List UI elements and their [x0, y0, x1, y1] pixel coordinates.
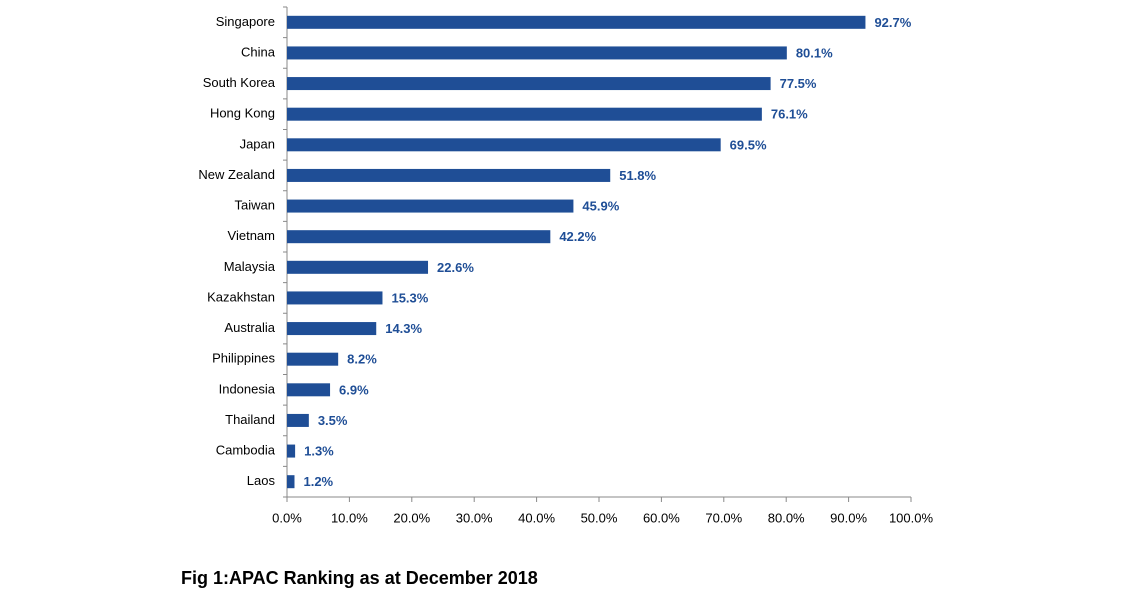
value-label: 22.6%: [437, 260, 474, 275]
caption: Fig 1:APAC Ranking as at December 2018: [181, 568, 538, 588]
value-label: 80.1%: [796, 45, 833, 60]
y-tick-label: Kazakhstan: [207, 289, 275, 304]
x-tick-label: 70.0%: [705, 510, 742, 525]
bar: [287, 107, 762, 121]
bar: [287, 352, 339, 366]
y-tick-label: Hong Kong: [210, 106, 275, 121]
bar: [287, 46, 787, 60]
value-label: 1.3%: [304, 444, 334, 459]
y-tick-label: Thailand: [225, 412, 275, 427]
value-label: 77.5%: [780, 76, 817, 91]
y-tick-label: Vietnam: [228, 228, 275, 243]
bar: [287, 444, 296, 458]
value-label: 3.5%: [318, 413, 348, 428]
value-label: 8.2%: [347, 352, 377, 367]
bar: [287, 291, 383, 305]
y-tick-label: New Zealand: [198, 167, 275, 182]
bar: [287, 260, 429, 274]
y-tick-label: Malaysia: [224, 259, 276, 274]
y-tick-label: Taiwan: [235, 198, 275, 213]
bar: [287, 383, 331, 397]
y-tick-label: Laos: [247, 473, 276, 488]
x-tick-label: 10.0%: [331, 510, 368, 525]
x-tick-label: 100.0%: [889, 510, 934, 525]
x-tick-label: 20.0%: [393, 510, 430, 525]
bar: [287, 77, 771, 91]
y-tick-label: Philippines: [212, 351, 275, 366]
value-label: 92.7%: [874, 15, 911, 30]
value-label: 1.2%: [303, 474, 333, 489]
value-label: 14.3%: [385, 321, 422, 336]
y-tick-label: Japan: [240, 136, 275, 151]
value-label: 42.2%: [559, 229, 596, 244]
bar: [287, 138, 721, 152]
bar: [287, 475, 295, 489]
x-tick-label: 0.0%: [272, 510, 302, 525]
x-tick-label: 80.0%: [768, 510, 805, 525]
bar: [287, 413, 309, 427]
y-tick-label: Australia: [224, 320, 275, 335]
value-label: 69.5%: [730, 137, 767, 152]
y-tick-label: Indonesia: [219, 381, 276, 396]
x-tick-label: 50.0%: [581, 510, 618, 525]
bar: [287, 230, 551, 244]
value-label: 15.3%: [391, 290, 428, 305]
x-tick-label: 90.0%: [830, 510, 867, 525]
bar: [287, 199, 574, 213]
value-label: 6.9%: [339, 382, 369, 397]
bar: [287, 168, 611, 182]
value-label: 45.9%: [582, 199, 619, 214]
y-tick-label: Cambodia: [216, 443, 276, 458]
x-tick-label: 60.0%: [643, 510, 680, 525]
value-label: 51.8%: [619, 168, 656, 183]
x-tick-label: 40.0%: [518, 510, 555, 525]
y-tick-label: China: [241, 44, 276, 59]
bar: [287, 15, 866, 29]
y-tick-label: South Korea: [203, 75, 276, 90]
x-tick-label: 30.0%: [456, 510, 493, 525]
value-label: 76.1%: [771, 107, 808, 122]
bar: [287, 322, 377, 336]
y-tick-label: Singapore: [216, 14, 275, 29]
